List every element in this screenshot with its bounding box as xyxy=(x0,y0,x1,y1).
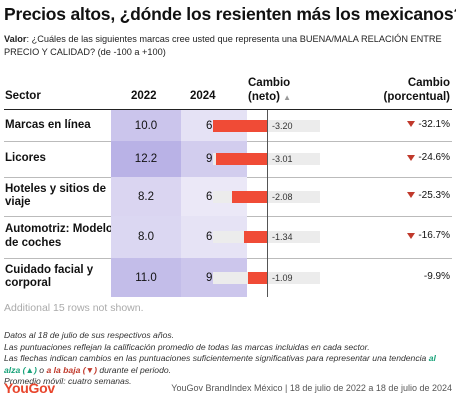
change-pct-text: -25.3% xyxy=(418,189,450,201)
sector-label: Marcas en línea xyxy=(5,118,91,131)
change-value: -1.34 xyxy=(272,232,293,242)
footnote-up-legend: al alza (▲) xyxy=(4,353,436,375)
sector-label: Licores xyxy=(5,152,46,164)
change-value: -2.08 xyxy=(272,191,293,202)
change-pct-text: -32.1% xyxy=(418,118,450,130)
footnote-2: Las puntuaciones reflejan la calificació… xyxy=(4,341,370,352)
change-pct-text: -24.6% xyxy=(418,152,450,163)
sector-label: Hoteles y sitios de viaje xyxy=(5,182,106,209)
sort-up-icon: ▲ xyxy=(283,93,292,102)
change-bar xyxy=(244,231,267,243)
change-value: -3.20 xyxy=(272,120,293,131)
value-2022: 12.2 xyxy=(111,141,181,177)
change-pct-text: -16.7% xyxy=(418,230,450,241)
header-rule xyxy=(4,109,452,110)
change-pct: -16.7% xyxy=(407,230,450,241)
header-change-pct[interactable]: Cambio (porcentual) xyxy=(384,76,450,104)
change-pct: -25.3% xyxy=(407,190,450,201)
sector-label: Cuidado facial y corporal xyxy=(5,263,94,290)
value-2022: 8.2 xyxy=(111,177,181,216)
header-change-line2: (neto) xyxy=(248,91,280,103)
change-bar xyxy=(231,190,267,203)
change-bar xyxy=(215,153,267,165)
header-2024[interactable]: 2024 xyxy=(190,90,216,102)
chart-subtitle: Valor: ¿Cuáles de las siguientes marcas … xyxy=(4,33,444,58)
footnote-1: Datos al 18 de julio de sus respectivos … xyxy=(4,330,175,340)
down-arrow-icon xyxy=(407,154,416,161)
down-arrow-icon xyxy=(407,232,416,239)
change-pct: -24.6% xyxy=(407,152,450,163)
footnotes: Datos al 18 de julio de sus respectivos … xyxy=(4,330,454,388)
chart-title: Precios altos, ¿dónde los resienten más … xyxy=(4,4,456,24)
change-pct: -9.9% xyxy=(424,271,450,282)
header-2022[interactable]: 2022 xyxy=(131,90,157,102)
footnote-down-legend: a la baja (▼) xyxy=(46,364,97,375)
change-bar xyxy=(212,119,267,132)
change-pct-text: -9.9% xyxy=(423,270,450,282)
footnote-3: Las flechas indican cambios en las puntu… xyxy=(4,353,454,376)
more-rows-note[interactable]: Additional 15 rows not shown. xyxy=(4,302,144,314)
subtitle-label: Valor xyxy=(4,34,27,44)
footnote-4: Promedio móvil: cuatro semanas. xyxy=(4,376,132,387)
header-change-net[interactable]: Cambio (neto) ▲ xyxy=(248,76,291,105)
subtitle-text: : ¿Cuáles de las siguientes marcas cree … xyxy=(4,34,442,57)
header-sector[interactable]: Sector xyxy=(5,90,41,102)
value-2022: 11.0 xyxy=(111,258,181,297)
sector-label: Automotriz: Modelos de coches xyxy=(5,223,120,249)
change-bar xyxy=(248,271,267,284)
value-2022: 8.0 xyxy=(111,216,181,258)
header-pct-line2: (porcentual) xyxy=(383,91,450,103)
down-arrow-icon xyxy=(407,121,416,127)
footnote-3-mid: o xyxy=(36,364,47,375)
yougov-logo: YouGov xyxy=(4,380,55,396)
value-2022: 10.0 xyxy=(111,110,181,141)
change-value: -3.01 xyxy=(272,154,293,164)
header-change-line1: Cambio xyxy=(248,77,291,89)
down-arrow-icon xyxy=(407,192,416,198)
zero-axis xyxy=(267,110,268,297)
change-pct: -32.1% xyxy=(407,119,450,130)
source-credit: YouGov BrandIndex México | 18 de julio d… xyxy=(171,383,452,393)
change-value: -1.09 xyxy=(272,272,293,283)
header-pct-line1: Cambio xyxy=(407,77,450,89)
footnote-3-text: Las flechas indican cambios en las puntu… xyxy=(4,353,429,364)
footnote-3-post: durante el periodo. xyxy=(96,364,172,375)
